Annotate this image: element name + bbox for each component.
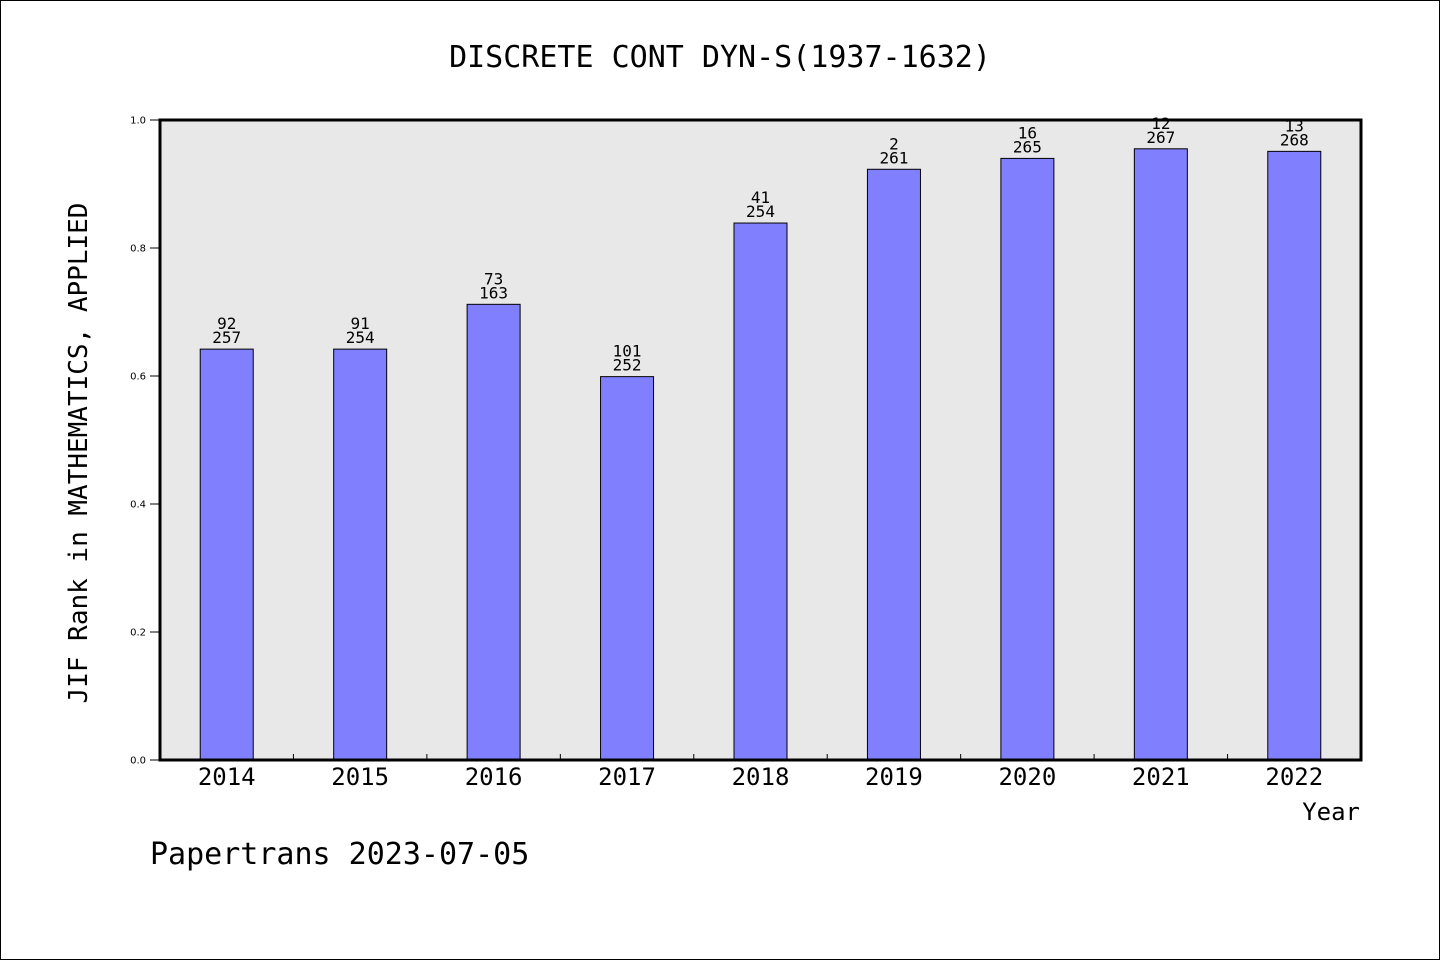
y-tick-label: 1.0 [130, 116, 146, 127]
bar-label-rank-2020: 16 [1018, 123, 1037, 142]
x-tick-label-2020: 2020 [998, 763, 1056, 791]
plot-border [158, 118, 1363, 762]
bar-label-total-2020: 265 [1013, 137, 1042, 156]
bar-2016 [466, 303, 521, 761]
bar-label-total-2018: 254 [746, 202, 775, 221]
x-tick-label-2022: 2022 [1265, 763, 1323, 791]
bar-2017 [600, 376, 655, 761]
bar-label-rank-2018: 41 [751, 188, 770, 207]
y-tick-label: 0.2 [130, 628, 146, 639]
bar-2015 [333, 348, 388, 761]
chart-title: DISCRETE CONT DYN-S(1937-1632) [449, 40, 991, 75]
bar-label-rank-2015: 91 [351, 314, 370, 333]
bar-2021 [1133, 148, 1188, 761]
x-tick-label-2016: 2016 [465, 763, 523, 791]
y-axis-ticks: 0.0 0.2 0.4 0.6 0.8 1.0 [130, 116, 160, 767]
bar-2020 [1000, 157, 1055, 761]
bar-2018 [733, 222, 788, 761]
bar-label-total-2022: 268 [1280, 130, 1309, 149]
bar-label-total-2021: 267 [1146, 128, 1175, 147]
y-tick-label: 0.8 [130, 244, 146, 255]
y-tick-label: 0.4 [130, 500, 146, 511]
x-axis-ticks: 2014 2015 2016 2017 2018 2019 2020 2021 2022 [198, 754, 1323, 791]
bar-2014 [199, 348, 254, 761]
bar-label-total-2017: 252 [613, 356, 642, 375]
footer-credit: Papertrans 2023-07-05 [150, 837, 529, 872]
bar-label-rank-2019: 2 [889, 134, 899, 153]
bar-label-rank-2021: 12 [1151, 114, 1170, 133]
bar-label-rank-2017: 101 [613, 342, 642, 361]
x-axis-label: Year [1302, 798, 1360, 826]
bar-label-total-2016: 163 [479, 283, 508, 302]
bar-label-total-2015: 254 [346, 328, 375, 347]
bar-label-total-2019: 261 [879, 148, 908, 167]
bar-2019 [866, 168, 921, 761]
bar-2022 [1267, 150, 1322, 761]
x-tick-label-2014: 2014 [198, 763, 256, 791]
x-tick-label-2017: 2017 [598, 763, 656, 791]
x-tick-label-2021: 2021 [1132, 763, 1190, 791]
y-tick-label: 0.6 [130, 372, 146, 383]
x-tick-label-2019: 2019 [865, 763, 923, 791]
bars-group [199, 148, 1322, 761]
y-axis-label: JIF Rank in MATHEMATICS, APPLIED [64, 203, 94, 704]
bar-label-rank-2014: 92 [217, 314, 236, 333]
x-tick-label-2015: 2015 [331, 763, 389, 791]
y-tick-label: 0.0 [130, 756, 146, 767]
bar-label-rank-2016: 73 [484, 269, 503, 288]
x-tick-label-2018: 2018 [732, 763, 790, 791]
bar-label-total-2014: 257 [212, 328, 241, 347]
